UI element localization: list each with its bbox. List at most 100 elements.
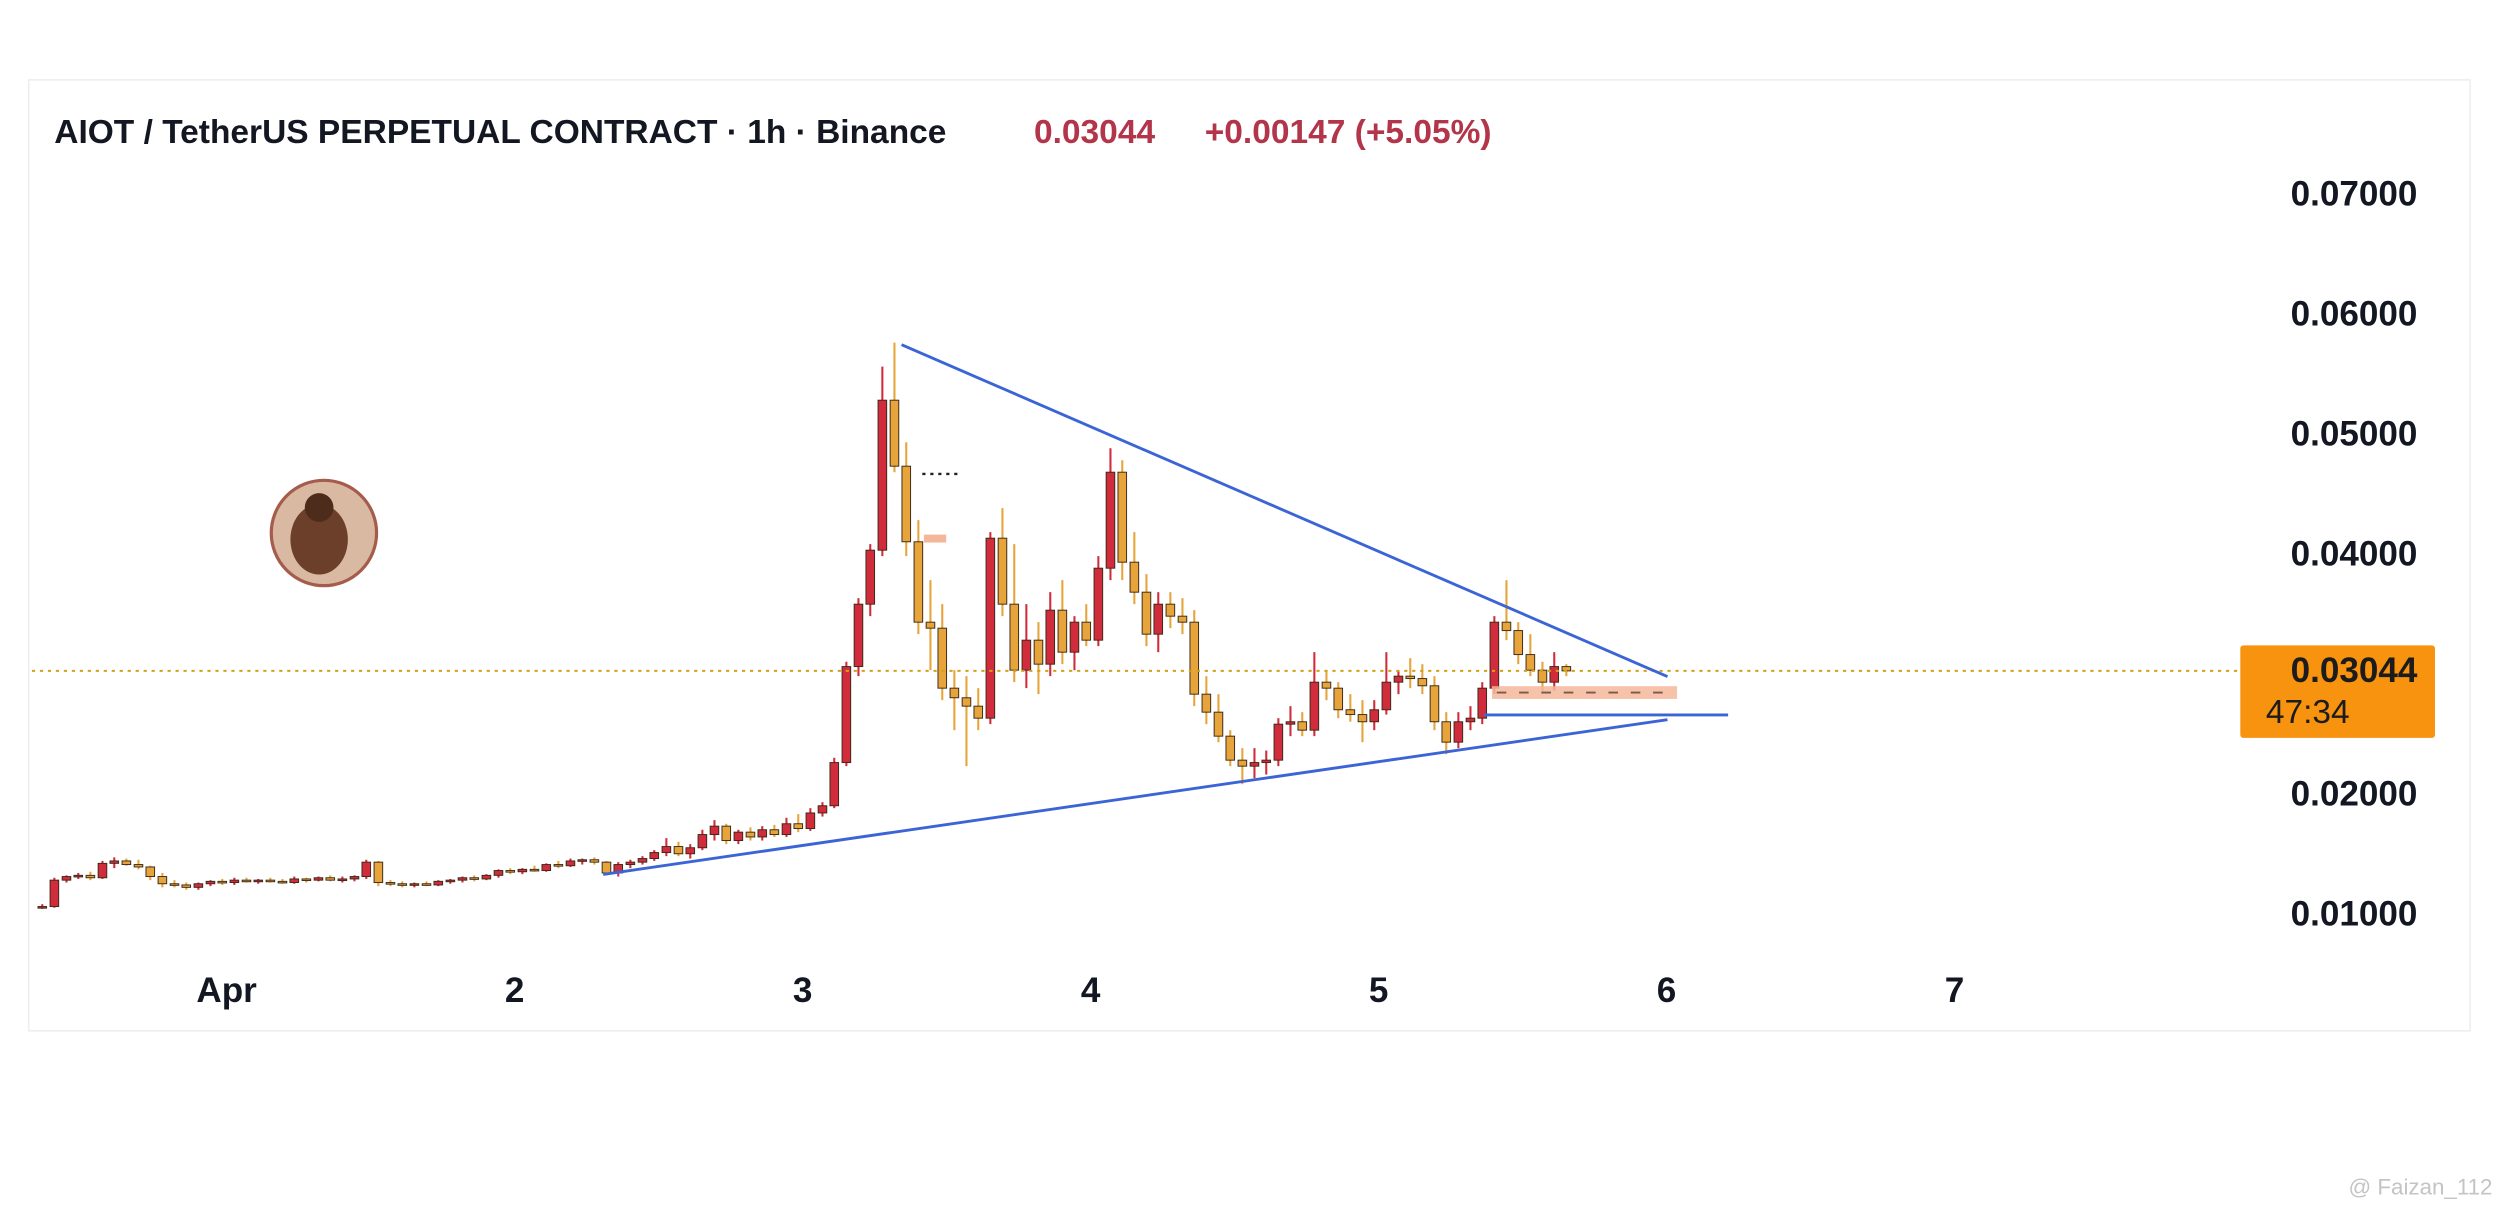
candle-body	[697, 834, 708, 849]
candle-body	[877, 399, 888, 551]
candle-body	[1525, 654, 1536, 671]
candle-body	[493, 870, 504, 876]
y-tick-label: 0.02000	[2291, 774, 2418, 813]
candle-body	[1537, 669, 1548, 683]
token-logo-head	[304, 493, 334, 522]
candle-body	[1369, 709, 1380, 723]
candle-body	[193, 883, 204, 888]
token-logo-figure	[290, 504, 348, 575]
candle-body	[685, 847, 696, 855]
candle-body	[1333, 687, 1344, 711]
y-tick-label: 0.07000	[2291, 174, 2418, 213]
candle-body	[541, 864, 552, 872]
candle-body	[457, 877, 468, 881]
candle-body	[361, 861, 372, 878]
candle-body	[241, 879, 252, 883]
candle-body	[997, 537, 1008, 605]
candle-body	[553, 864, 564, 867]
candle-body	[433, 880, 444, 886]
candle-body	[421, 883, 432, 886]
price-tag-value: 0.03044	[2291, 651, 2418, 690]
candle-body	[373, 861, 384, 884]
x-tick-label: 4	[1081, 971, 1101, 1010]
candle-body	[901, 465, 912, 543]
candle-body	[1165, 603, 1176, 617]
candle-body	[841, 666, 852, 764]
candle-body	[1117, 471, 1128, 563]
x-tick-label: 7	[1945, 971, 1965, 1010]
candle-body	[757, 829, 768, 838]
x-tick-label: 6	[1657, 971, 1677, 1010]
candle-body	[1477, 687, 1488, 719]
candle-body	[961, 697, 972, 707]
y-tick-label: 0.06000	[2291, 294, 2418, 333]
candle-body	[1249, 762, 1260, 767]
candle-body	[745, 831, 756, 838]
candle-body	[721, 825, 732, 842]
candle-body	[1309, 681, 1320, 731]
candle-body	[565, 860, 576, 867]
x-tick-label: 5	[1369, 971, 1389, 1010]
candle-body	[409, 883, 420, 886]
candle-body	[889, 399, 900, 467]
last-price: 0.03044	[1034, 114, 1155, 151]
candle-body	[1261, 759, 1272, 764]
candle-body	[73, 874, 84, 878]
candle-body	[325, 877, 336, 881]
candle-body	[169, 883, 180, 886]
candle-body	[253, 879, 264, 883]
x-tick-label: Apr	[196, 971, 257, 1010]
candle-body	[817, 805, 828, 814]
candle-body	[769, 829, 780, 836]
candle-body	[109, 860, 120, 864]
candle-body	[205, 880, 216, 885]
candle-body	[805, 812, 816, 830]
price-tag	[2240, 645, 2435, 738]
trendline-lower	[602, 718, 1668, 876]
candle-body	[601, 861, 612, 874]
candle-body	[1153, 603, 1164, 635]
candle-body	[37, 906, 48, 909]
candle-body	[181, 884, 192, 888]
candle-body	[1441, 721, 1452, 743]
candle-body	[1405, 675, 1416, 680]
candle-body	[577, 859, 588, 862]
candle-body	[61, 876, 72, 881]
candle-body	[793, 823, 804, 830]
candle-body	[337, 878, 348, 882]
candle-body	[145, 866, 156, 878]
candle-body	[649, 852, 660, 860]
candle-body	[265, 879, 276, 883]
candle-body	[1141, 591, 1152, 635]
trendline-upper	[900, 343, 1669, 678]
price-change: +0.00147 (+5.05%)	[1205, 114, 1492, 151]
candle-body	[277, 880, 288, 884]
candle-body	[829, 762, 840, 807]
candle-body	[397, 883, 408, 886]
chart-frame	[27, 79, 2471, 1032]
candle-body	[661, 846, 672, 854]
candle-body	[313, 877, 324, 881]
candle-body	[1213, 711, 1224, 737]
candle-body	[1021, 639, 1032, 671]
candle-body	[1357, 714, 1368, 723]
candle-body	[925, 621, 936, 629]
candle-body	[445, 879, 456, 883]
candle-body	[637, 858, 648, 863]
y-tick-label: 0.04000	[2291, 534, 2418, 573]
candle-body	[1453, 721, 1464, 743]
plot: 0.010000.020000.030000.040000.050000.060…	[31, 174, 2435, 1010]
candle-body	[121, 860, 132, 866]
y-tick-label: 0.01000	[2291, 894, 2418, 933]
candle-body	[853, 603, 864, 668]
candle-body	[1081, 621, 1092, 641]
candle-body	[1489, 621, 1500, 689]
candle-body	[301, 878, 312, 882]
candle-body	[709, 825, 720, 836]
candle-body	[133, 864, 144, 868]
candle-body	[289, 878, 300, 884]
candle-body	[1501, 621, 1512, 632]
candle-body	[1297, 721, 1308, 731]
